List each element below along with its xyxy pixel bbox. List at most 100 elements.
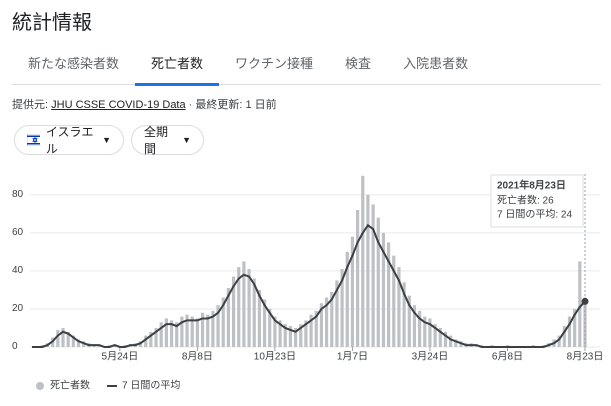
tooltip-box <box>490 174 584 228</box>
bar <box>185 314 189 347</box>
bar <box>200 312 205 347</box>
bar <box>578 261 582 347</box>
tab[interactable]: 入院患者数 <box>403 56 469 71</box>
bar <box>361 175 365 347</box>
source-link[interactable]: JHU CSSE COVID-19 Data <box>51 99 186 111</box>
bar <box>340 269 344 347</box>
bar <box>324 297 329 347</box>
bar <box>567 316 572 347</box>
bar <box>335 280 339 347</box>
bar <box>211 310 215 347</box>
legend-swatch <box>36 382 44 390</box>
bar <box>231 276 236 347</box>
bar <box>283 324 287 347</box>
bar <box>262 299 267 347</box>
bar <box>381 232 386 347</box>
chart: 0 20 40 60 80 5月24日 8月8日 10月23日 1月7日 3月24日 6月8日 8月2… <box>12 174 604 392</box>
bar <box>397 267 401 347</box>
y-tick-label: 60 <box>12 227 24 238</box>
tab[interactable]: 死亡者数 <box>135 44 220 86</box>
bar <box>355 210 360 347</box>
bar <box>66 331 70 347</box>
y-tick-label: 20 <box>12 303 24 314</box>
bar <box>175 322 179 347</box>
source-prefix: 提供元: <box>12 99 49 111</box>
bar <box>71 335 75 347</box>
bar <box>273 316 277 347</box>
x-tick-label: 8月23日 <box>567 351 604 363</box>
x-tick-label: 6月8日 <box>492 351 523 363</box>
bar <box>562 326 566 347</box>
bar <box>268 308 272 347</box>
tabs: 新たな感染者数 死亡者数 ワクチン接種 検査 入院患者数 <box>12 44 601 86</box>
tab[interactable]: 検査 <box>345 56 372 71</box>
tooltip-date: 2021年8月23日 <box>497 179 566 192</box>
bar <box>319 303 324 347</box>
bar <box>433 324 437 347</box>
bar <box>309 314 313 347</box>
tooltip-line: 死亡者数: 26 <box>497 194 554 207</box>
x-tick-label: 10月23日 <box>254 351 296 363</box>
bar <box>257 289 262 347</box>
bar <box>76 339 81 347</box>
bar <box>195 318 199 347</box>
bar <box>438 327 442 347</box>
bar <box>314 310 318 347</box>
x-tick-label: 5月24日 <box>102 351 139 363</box>
legend-label: 7 日間の平均 <box>122 380 180 392</box>
y-tick-label: 0 <box>12 341 18 352</box>
bar <box>288 326 293 347</box>
bar <box>216 305 220 347</box>
bar <box>387 242 391 347</box>
bar <box>454 339 458 347</box>
bar <box>402 282 406 347</box>
bar <box>237 267 241 347</box>
avg-line <box>32 223 586 348</box>
bar <box>190 316 194 347</box>
bar <box>299 324 303 347</box>
x-tick-label: 1月7日 <box>337 351 368 363</box>
bar <box>206 314 210 347</box>
bar <box>56 329 60 347</box>
bar <box>164 318 168 347</box>
bar <box>423 316 427 347</box>
bar <box>149 331 153 347</box>
bar <box>350 236 355 347</box>
bar <box>573 308 577 347</box>
y-tick-label: 40 <box>12 265 24 276</box>
bar <box>407 295 411 347</box>
source: 提供元: JHU CSSE COVID-19 Data · 最終更新: 1 日前 <box>12 96 277 112</box>
bar <box>371 204 375 347</box>
bar <box>144 335 148 347</box>
tab[interactable]: ワクチン接種 <box>235 56 314 71</box>
period-dropdown[interactable]: 全期間 ▼ <box>131 125 204 156</box>
tooltip-line: 7 日間の平均: 24 <box>497 209 572 221</box>
bar <box>449 335 453 347</box>
bar <box>366 194 370 347</box>
x-tick-label: 8月8日 <box>182 351 213 363</box>
bar <box>428 318 432 347</box>
bar <box>226 288 230 347</box>
bar <box>221 297 225 347</box>
bar <box>159 322 163 347</box>
country-dropdown[interactable]: イスラエル ▼ <box>14 125 124 156</box>
period: 全期間 <box>144 125 169 156</box>
x-tick-label: 3月24日 <box>412 351 449 363</box>
title: 統計情報 <box>12 12 92 34</box>
bar <box>252 278 256 347</box>
hover-dot <box>581 297 589 305</box>
bar <box>345 251 349 347</box>
flag <box>27 134 40 146</box>
bar <box>557 335 561 347</box>
source-suffix: · 最終更新: 1 日前 <box>188 99 277 111</box>
country: イスラエル <box>45 125 94 156</box>
bar <box>154 327 158 347</box>
bar <box>293 327 298 347</box>
legend-label: 死亡者数 <box>50 379 90 392</box>
bar <box>180 316 184 347</box>
tab[interactable]: 新たな感染者数 <box>28 56 120 71</box>
bar <box>412 305 417 347</box>
bar <box>278 320 282 347</box>
bar <box>392 255 396 347</box>
